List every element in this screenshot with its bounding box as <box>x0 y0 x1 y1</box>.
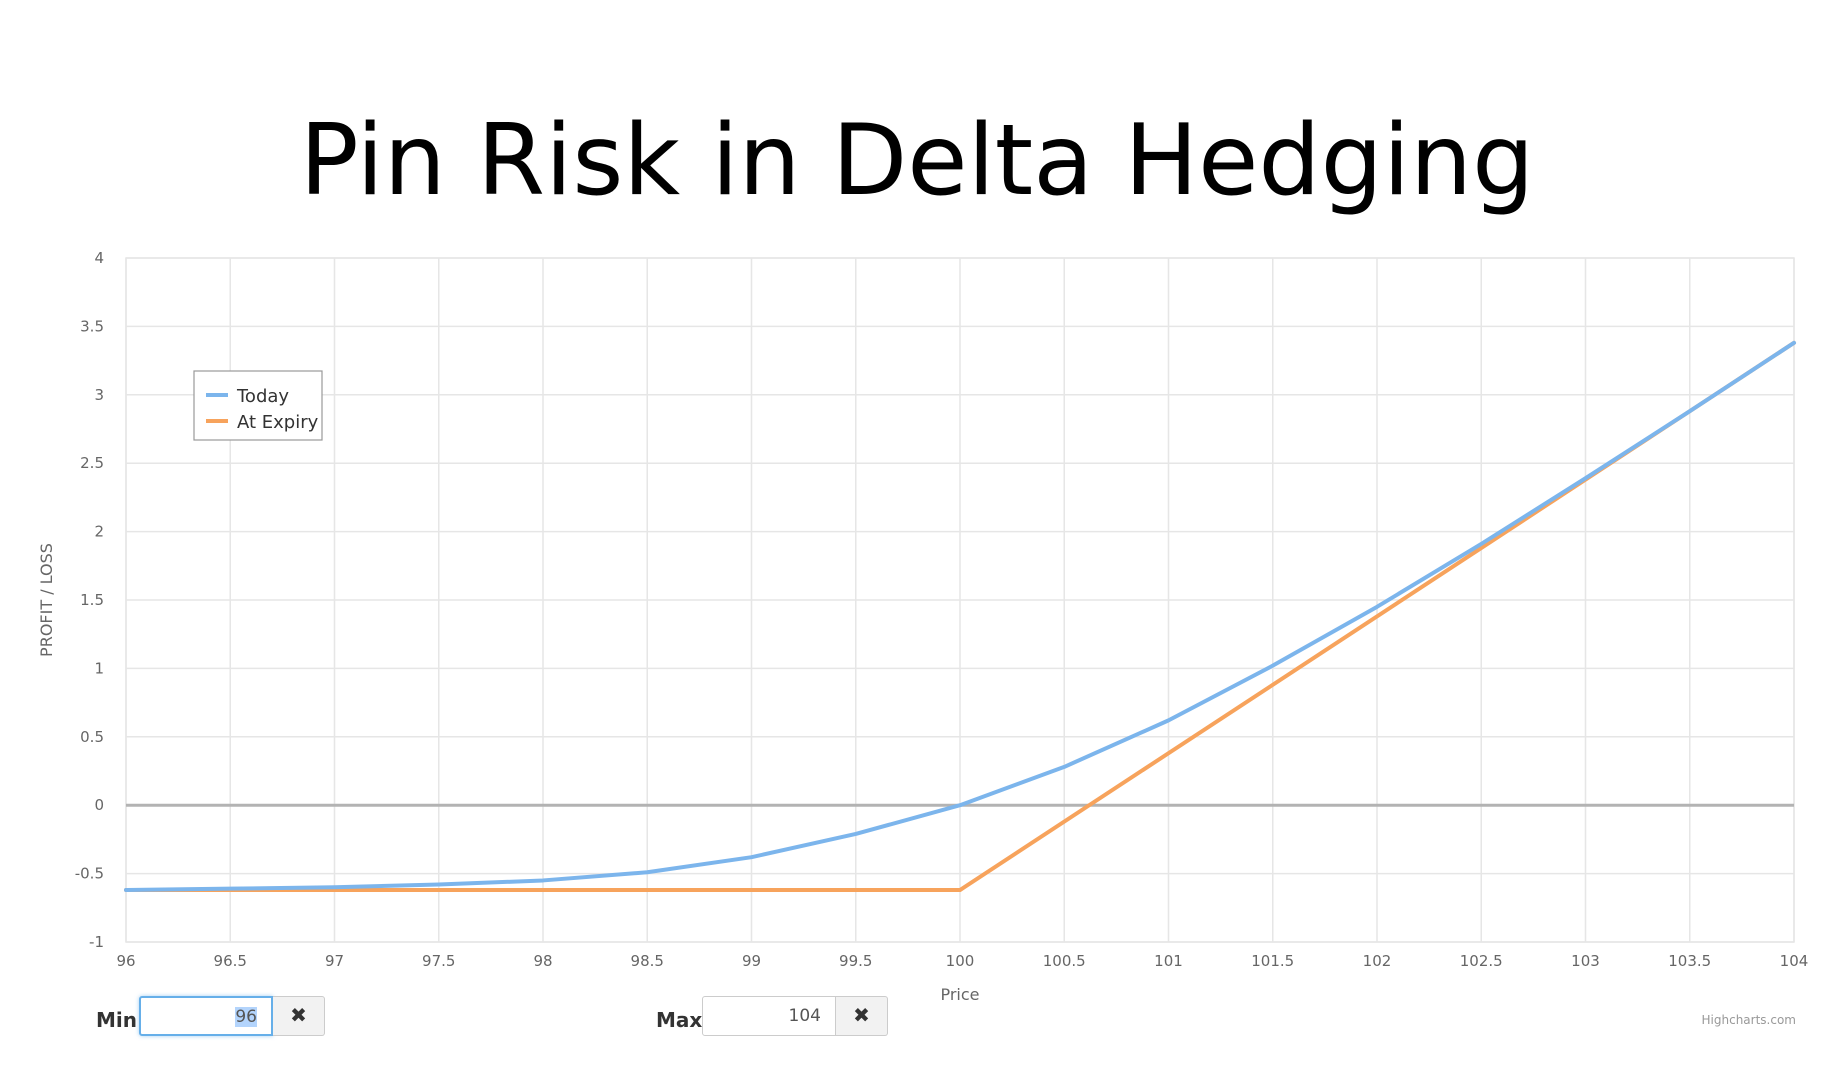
y-tick-label: 2.5 <box>80 454 104 472</box>
y-tick-label: 3 <box>94 386 104 404</box>
x-axis-label: Price <box>940 985 979 1004</box>
max-input[interactable]: 104 <box>702 996 836 1036</box>
min-input-value: 96 <box>235 1007 257 1027</box>
legend-item[interactable]: Today <box>236 386 289 407</box>
y-tick-label: -0.5 <box>75 865 104 883</box>
min-label: Min <box>96 1008 137 1032</box>
plot-border <box>125 257 1795 943</box>
series-line-today <box>124 340 1796 893</box>
series-group <box>124 340 1796 893</box>
y-tick-label: -1 <box>89 933 104 951</box>
x-tick-label: 97.5 <box>422 952 455 970</box>
x-tick-label: 97 <box>325 952 344 970</box>
series-line-at-expiry <box>124 340 1796 893</box>
close-icon: ✖ <box>853 1005 870 1027</box>
x-tick-label: 96 <box>116 952 135 970</box>
max-input-value: 104 <box>788 1006 821 1026</box>
slide-title: Pin Risk in Delta Hedging <box>299 104 1535 218</box>
grid <box>125 257 1795 943</box>
y-tick-label: 0.5 <box>80 728 104 746</box>
y-axis-label: PROFIT / LOSS <box>37 543 56 657</box>
x-tick-label: 100.5 <box>1043 952 1086 970</box>
x-axis-ticks: 96 96.5 97 97.5 98 98.5 99 99.5 100 100.5 101 101.5… <box>116 952 1808 970</box>
y-tick-label: 1.5 <box>80 591 104 609</box>
x-tick-label: 104 <box>1780 952 1809 970</box>
x-tick-label: 98.5 <box>631 952 664 970</box>
max-label: Max <box>656 1008 703 1032</box>
min-input[interactable]: 96 <box>139 996 273 1036</box>
x-tick-label: 102.5 <box>1460 952 1503 970</box>
y-tick-label: 0 <box>94 796 104 814</box>
x-tick-label: 102 <box>1363 952 1392 970</box>
x-tick-label: 101 <box>1154 952 1183 970</box>
x-tick-label: 98 <box>533 952 552 970</box>
max-clear-button[interactable]: ✖ <box>836 996 888 1036</box>
x-tick-label: 99.5 <box>839 952 872 970</box>
y-tick-label: 4 <box>94 249 104 267</box>
y-axis-ticks: -1 -0.5 0 0.5 1 1.5 2 2.5 3 3.5 4 <box>75 249 104 951</box>
legend-box <box>193 370 323 441</box>
legend[interactable]: Today At Expiry <box>193 370 323 441</box>
x-tick-label: 99 <box>742 952 761 970</box>
y-tick-label: 3.5 <box>80 317 104 335</box>
x-tick-label: 103.5 <box>1668 952 1711 970</box>
x-tick-label: 100 <box>946 952 975 970</box>
y-tick-label: 2 <box>94 523 104 541</box>
min-clear-button[interactable]: ✖ <box>273 996 325 1036</box>
x-tick-label: 103 <box>1571 952 1600 970</box>
close-icon: ✖ <box>290 1005 307 1027</box>
legend-item[interactable]: At Expiry <box>237 412 319 433</box>
credits-link[interactable]: Highcharts.com <box>1702 1013 1796 1027</box>
y-tick-label: 1 <box>94 659 104 677</box>
x-tick-label: 101.5 <box>1251 952 1294 970</box>
x-tick-label: 96.5 <box>214 952 247 970</box>
